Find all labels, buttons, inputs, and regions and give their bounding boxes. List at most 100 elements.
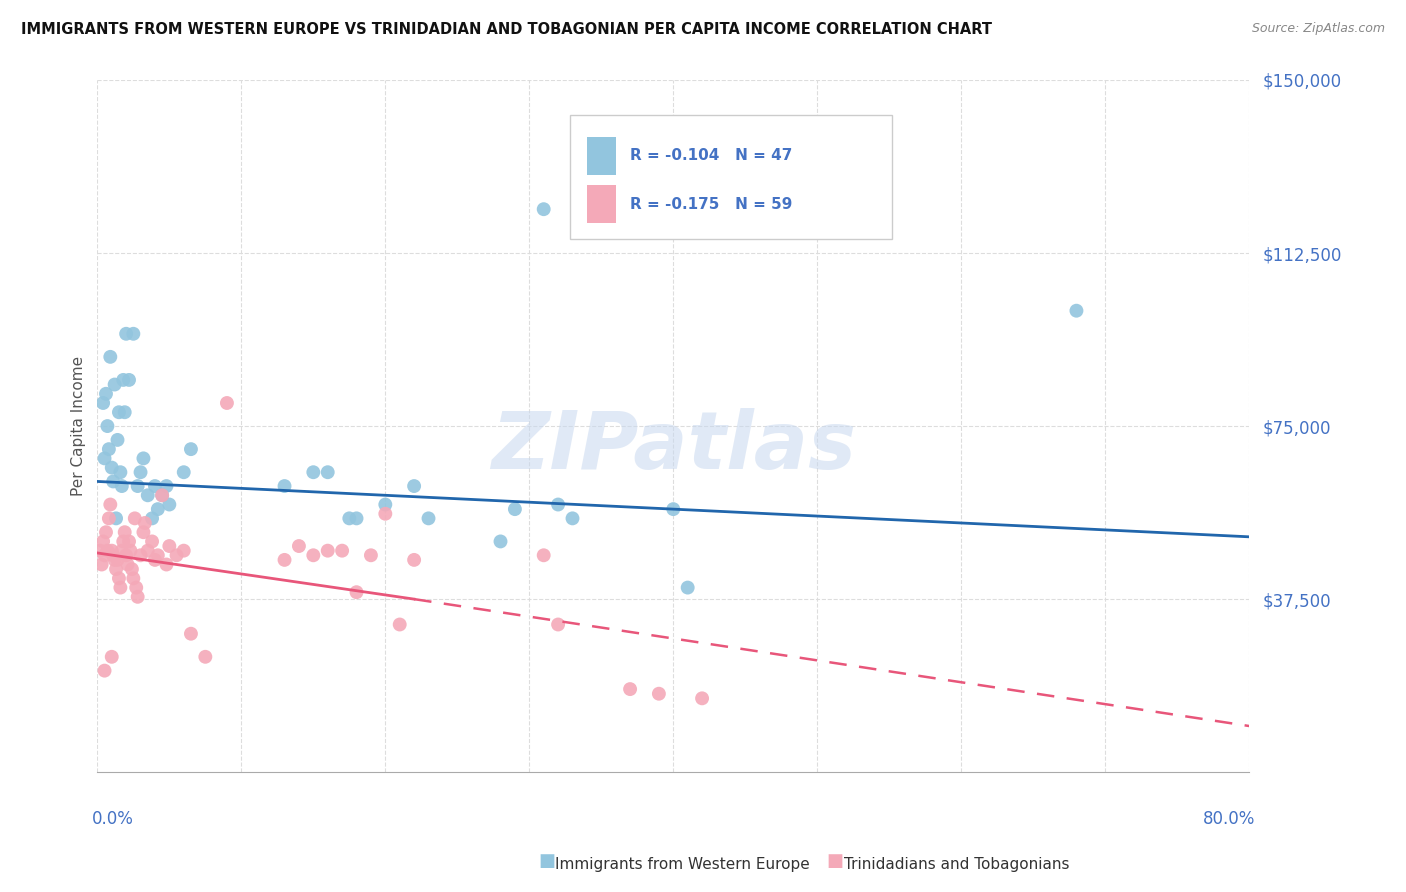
Point xyxy=(374,507,396,521)
Point xyxy=(533,202,555,217)
Point xyxy=(1066,303,1088,318)
Point xyxy=(122,326,145,341)
Bar xyxy=(586,136,616,175)
Point xyxy=(114,405,136,419)
Point xyxy=(146,502,169,516)
Point xyxy=(215,396,238,410)
Point xyxy=(90,558,112,572)
Point xyxy=(418,511,440,525)
Point xyxy=(302,549,325,563)
Point xyxy=(97,442,120,457)
Point xyxy=(129,549,152,563)
Point xyxy=(136,488,159,502)
Text: Trinidadians and Tobagonians: Trinidadians and Tobagonians xyxy=(844,857,1069,872)
Point xyxy=(122,571,145,585)
Point xyxy=(91,534,114,549)
Point xyxy=(157,498,180,512)
Text: ■: ■ xyxy=(827,852,844,870)
Point xyxy=(91,396,114,410)
Point xyxy=(124,511,146,525)
Point xyxy=(127,479,149,493)
Text: Immigrants from Western Europe: Immigrants from Western Europe xyxy=(555,857,810,872)
Point xyxy=(117,558,139,572)
Point xyxy=(118,534,141,549)
Point xyxy=(619,682,641,697)
Point xyxy=(648,687,671,701)
Text: IMMIGRANTS FROM WESTERN EUROPE VS TRINIDADIAN AND TOBAGONIAN PER CAPITA INCOME C: IMMIGRANTS FROM WESTERN EUROPE VS TRINID… xyxy=(21,22,993,37)
Point xyxy=(273,479,295,493)
Text: 80.0%: 80.0% xyxy=(1202,810,1256,829)
Point xyxy=(112,534,135,549)
Text: R = -0.104   N = 47: R = -0.104 N = 47 xyxy=(630,148,792,163)
Text: ■: ■ xyxy=(538,852,555,870)
Point xyxy=(110,581,132,595)
Point xyxy=(110,465,132,479)
Text: 0.0%: 0.0% xyxy=(91,810,134,829)
Point xyxy=(96,419,118,434)
Point xyxy=(337,511,360,525)
Point xyxy=(115,549,138,563)
Point xyxy=(330,543,353,558)
Point xyxy=(662,502,685,516)
Point xyxy=(98,498,121,512)
Point xyxy=(132,451,155,466)
Point xyxy=(288,539,311,553)
Point xyxy=(404,553,426,567)
Point xyxy=(489,534,512,549)
Point xyxy=(107,553,129,567)
Point xyxy=(676,581,699,595)
Point xyxy=(561,511,583,525)
Point xyxy=(100,460,122,475)
Point xyxy=(155,558,177,572)
Point xyxy=(96,543,118,558)
Point xyxy=(108,405,131,419)
Point xyxy=(388,617,411,632)
Point xyxy=(93,664,115,678)
Point xyxy=(157,539,180,553)
Point xyxy=(146,549,169,563)
Point xyxy=(547,617,569,632)
Point xyxy=(180,442,202,457)
Point xyxy=(173,465,195,479)
Point xyxy=(115,326,138,341)
Point xyxy=(316,543,339,558)
Point xyxy=(107,433,129,447)
Y-axis label: Per Capita Income: Per Capita Income xyxy=(72,356,86,496)
Point xyxy=(129,465,152,479)
Point xyxy=(194,649,217,664)
Point xyxy=(132,525,155,540)
Point xyxy=(103,475,125,489)
Point xyxy=(273,553,295,567)
Point xyxy=(121,562,143,576)
Point xyxy=(105,511,128,525)
FancyBboxPatch shape xyxy=(569,114,893,239)
Point xyxy=(94,386,117,401)
Point xyxy=(166,549,188,563)
Point xyxy=(302,465,325,479)
Point xyxy=(104,377,127,392)
Point xyxy=(93,549,115,563)
Point xyxy=(143,553,166,567)
Point xyxy=(105,562,128,576)
Point xyxy=(533,549,555,563)
Point xyxy=(93,451,115,466)
Text: ZIPatlas: ZIPatlas xyxy=(491,408,856,486)
Point xyxy=(360,549,382,563)
Point xyxy=(136,543,159,558)
Point xyxy=(111,543,134,558)
Point xyxy=(104,553,127,567)
Point xyxy=(143,479,166,493)
Point xyxy=(346,511,368,525)
Text: R = -0.175   N = 59: R = -0.175 N = 59 xyxy=(630,197,792,212)
Point xyxy=(125,581,148,595)
Point xyxy=(150,488,173,502)
Point xyxy=(97,511,120,525)
Point xyxy=(316,465,339,479)
Point xyxy=(118,373,141,387)
Point xyxy=(100,543,122,558)
Point xyxy=(100,649,122,664)
Point xyxy=(112,373,135,387)
Point xyxy=(127,590,149,604)
Point xyxy=(155,479,177,493)
Point xyxy=(503,502,526,516)
